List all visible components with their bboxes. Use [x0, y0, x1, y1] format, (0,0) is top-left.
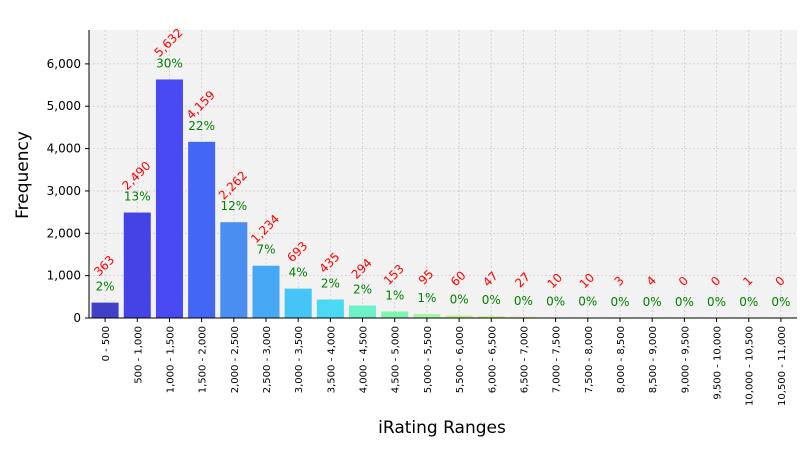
y-tick-label: 0 [73, 311, 81, 325]
percent-label: 2% [96, 280, 115, 294]
percent-label: 0% [482, 293, 501, 307]
percent-label: 4% [289, 266, 308, 280]
y-tick-label: 5,000 [47, 99, 81, 113]
x-tick-label: 5,000 - 5,500 [423, 326, 434, 393]
percent-label: 0% [643, 295, 662, 309]
x-tick-label: 500 - 1,000 [133, 326, 144, 384]
percent-label: 1% [385, 289, 404, 303]
percent-label: 0% [675, 295, 694, 309]
x-tick-label: 4,500 - 5,000 [391, 326, 402, 393]
bar [92, 303, 119, 318]
x-tick-label: 8,500 - 9,000 [648, 326, 659, 393]
y-axis-title: Frequency [13, 131, 33, 219]
x-tick-label: 0 - 500 [101, 326, 112, 361]
bar [285, 289, 312, 318]
percent-label: 7% [256, 243, 275, 257]
percent-label: 2% [321, 277, 340, 291]
bar [349, 306, 376, 318]
y-tick-label: 6,000 [47, 57, 81, 71]
y-tick-label: 1,000 [47, 269, 81, 283]
bar [188, 142, 215, 318]
x-tick-label: 9,000 - 9,500 [680, 326, 691, 393]
percent-label: 0% [546, 295, 565, 309]
x-tick-label: 2,000 - 2,500 [230, 326, 241, 393]
x-tick-label: 1,000 - 1,500 [165, 326, 176, 393]
percent-label: 2% [353, 283, 372, 297]
bar [413, 314, 440, 318]
y-tick-label: 3,000 [47, 184, 81, 198]
y-tick-label: 2,000 [47, 226, 81, 240]
percent-label: 1% [417, 291, 436, 305]
bar [124, 213, 151, 318]
x-tick-label: 5,500 - 6,000 [455, 326, 466, 393]
x-tick-label: 3,000 - 3,500 [294, 326, 305, 393]
x-tick-label: 4,000 - 4,500 [359, 326, 370, 393]
bar [317, 300, 344, 318]
x-tick-label: 2,500 - 3,000 [262, 326, 273, 393]
x-axis-title: iRating Ranges [378, 418, 506, 438]
x-tick-label: 8,000 - 8,500 [616, 326, 627, 393]
percent-label: 0% [771, 295, 790, 309]
percent-label: 0% [707, 295, 726, 309]
bar [252, 266, 279, 318]
x-tick-label: 7,500 - 8,000 [584, 326, 595, 393]
x-tick-label: 9,500 - 10,000 [713, 326, 724, 400]
percent-label: 0% [450, 292, 469, 306]
x-tick-label: 3,500 - 4,000 [326, 326, 337, 393]
percent-label: 0% [739, 295, 758, 309]
x-tick-label: 1,500 - 2,000 [198, 326, 209, 393]
bar [381, 312, 408, 318]
percent-label: 0% [578, 295, 597, 309]
x-tick-label: 6,500 - 7,000 [519, 326, 530, 393]
x-tick-label: 6,000 - 6,500 [487, 326, 498, 393]
y-tick-label: 4,000 [47, 142, 81, 156]
bar [220, 222, 247, 318]
x-tick-label: 10,500 - 11,000 [777, 326, 788, 406]
percent-label: 0% [610, 295, 629, 309]
percent-label: 0% [514, 294, 533, 308]
x-tick-label: 7,000 - 7,500 [552, 326, 563, 393]
x-tick-label: 10,000 - 10,500 [745, 326, 756, 406]
bar [156, 79, 183, 318]
